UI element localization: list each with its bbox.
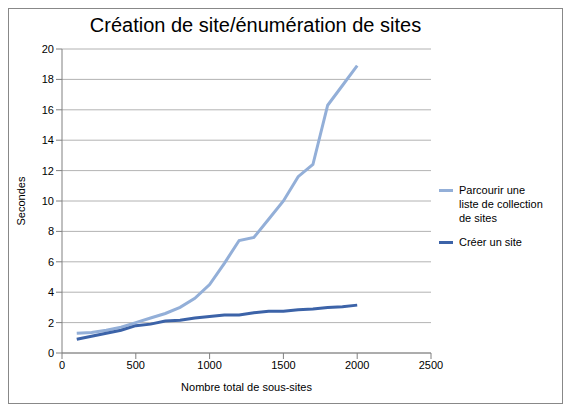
html-text:Création de site/énumération d: Création de site/énumération de sites bbox=[89, 14, 422, 36]
svg-text:12: 12 bbox=[42, 165, 54, 177]
svg-text:0: 0 bbox=[59, 359, 65, 371]
svg-text:6: 6 bbox=[48, 256, 54, 268]
svg-text:20: 20 bbox=[42, 43, 54, 55]
svg-text:16: 16 bbox=[42, 104, 54, 116]
html-text:Parcourir une liste de collect: Parcourir une liste de collection de sit… bbox=[459, 184, 543, 224]
html-text:Créer un site: Créer un site bbox=[459, 236, 522, 248]
svg-text:1500: 1500 bbox=[271, 359, 295, 371]
svg-text:Secondes: Secondes bbox=[15, 176, 27, 225]
svg-text:2: 2 bbox=[48, 317, 54, 329]
svg-text:Nombre total de sous-sites: Nombre total de sous-sites bbox=[181, 381, 312, 393]
svg-text:2500: 2500 bbox=[419, 359, 443, 371]
svg-text:14: 14 bbox=[42, 134, 54, 146]
svg-text:4: 4 bbox=[48, 286, 54, 298]
svg-text:10: 10 bbox=[42, 195, 54, 207]
svg-text:18: 18 bbox=[42, 73, 54, 85]
svg-text:8: 8 bbox=[48, 225, 54, 237]
svg-text:0: 0 bbox=[48, 347, 54, 359]
svg-text:500: 500 bbox=[127, 359, 145, 371]
svg-text:2000: 2000 bbox=[345, 359, 369, 371]
svg-text:1000: 1000 bbox=[197, 359, 221, 371]
